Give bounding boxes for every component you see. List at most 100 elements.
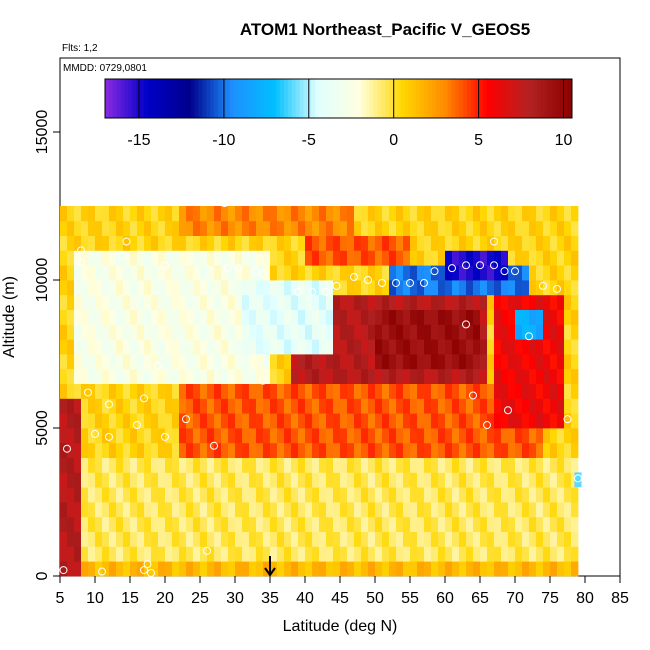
heatmap-cell — [235, 531, 243, 547]
heatmap-cell — [221, 516, 229, 532]
heatmap-cell — [179, 531, 187, 547]
heatmap-cell — [207, 368, 215, 384]
colorbar-segment — [361, 79, 367, 118]
heatmap-cell — [557, 265, 565, 281]
heatmap-cell — [81, 250, 89, 266]
colorbar-segment — [116, 79, 122, 118]
colorbar-segment — [155, 79, 160, 118]
heatmap-cell — [74, 368, 82, 384]
heatmap-cell — [165, 398, 173, 414]
heatmap-cell — [340, 235, 348, 251]
heatmap-cell — [480, 250, 488, 266]
heatmap-cell — [312, 250, 320, 266]
heatmap-cell — [151, 339, 159, 355]
heatmap-cell — [543, 368, 551, 384]
colorbar-segment — [548, 79, 554, 118]
heatmap-cell — [326, 502, 334, 518]
heatmap-cell — [473, 516, 481, 532]
heatmap-cell — [487, 383, 495, 399]
heatmap-cell — [494, 516, 502, 532]
heatmap-cell — [473, 354, 481, 370]
heatmap-cell — [312, 368, 320, 384]
heatmap-cell — [536, 516, 544, 532]
heatmap-cell — [403, 457, 411, 473]
heatmap-cell — [501, 546, 509, 562]
heatmap-cell — [179, 265, 187, 281]
colorbar-segment — [252, 79, 258, 118]
heatmap-cell — [368, 354, 376, 370]
heatmap-cell — [235, 428, 243, 444]
data-point — [490, 237, 498, 246]
heatmap-cell — [263, 250, 271, 266]
heatmap-cell — [494, 294, 502, 310]
colorbar-segment — [132, 79, 137, 118]
heatmap-cell — [221, 294, 229, 310]
heatmap-cell — [109, 487, 117, 503]
heatmap-cell — [137, 368, 145, 384]
heatmap-cell — [221, 413, 229, 429]
colorbar-segment — [494, 79, 499, 118]
heatmap-cell — [340, 561, 348, 577]
heatmap-cell — [515, 265, 523, 281]
heatmap-cell — [431, 280, 439, 296]
heatmap-cell — [522, 354, 530, 370]
heatmap-cell — [508, 487, 516, 503]
heatmap-cell — [382, 457, 390, 473]
data-point — [210, 441, 218, 450]
heatmap-cell — [375, 516, 383, 532]
heatmap-cell — [137, 383, 145, 399]
data-point — [259, 270, 267, 279]
heatmap-cell — [389, 265, 397, 281]
heatmap-cell — [522, 368, 530, 384]
heatmap-cell — [354, 502, 362, 518]
heatmap-cell — [158, 457, 166, 473]
data-point — [553, 284, 561, 293]
heatmap-cell — [207, 398, 215, 414]
heatmap-cell — [473, 235, 481, 251]
heatmap-cell — [417, 428, 425, 444]
heatmap-cell — [214, 442, 222, 458]
x-tick-label: 85 — [611, 590, 629, 607]
heatmap-cell — [298, 502, 306, 518]
heatmap-cell — [179, 502, 187, 518]
heatmap-cell — [81, 457, 89, 473]
colorbar-segment — [455, 79, 460, 118]
heatmap-cell — [130, 487, 138, 503]
heatmap-cell — [529, 250, 537, 266]
heatmap-cell — [473, 383, 481, 399]
heatmap-cell — [564, 442, 572, 458]
heatmap-cell — [375, 250, 383, 266]
heatmap-cell — [431, 457, 439, 473]
heatmap-cell — [501, 487, 509, 503]
heatmap-cell — [151, 250, 159, 266]
heatmap-cell — [438, 339, 446, 355]
heatmap-cell — [536, 561, 544, 577]
colorbar-segment — [178, 79, 184, 118]
heatmap-cell — [354, 309, 362, 325]
heatmap-cell — [207, 383, 215, 399]
colorbar-segment — [225, 79, 231, 118]
heatmap-cell — [60, 398, 68, 414]
heatmap-cell — [144, 368, 152, 384]
heatmap-cell — [319, 280, 327, 296]
heatmap-cell — [480, 235, 488, 251]
heatmap-cell — [277, 442, 285, 458]
heatmap-cell — [424, 502, 432, 518]
heatmap-cell — [109, 546, 117, 562]
heatmap-cell — [284, 502, 292, 518]
heatmap-cell — [235, 546, 243, 562]
data-point — [220, 199, 229, 208]
heatmap-cell — [312, 428, 320, 444]
heatmap-cell — [522, 546, 530, 562]
heatmap-cell — [256, 206, 264, 222]
heatmap-cell — [480, 354, 488, 370]
heatmap-cell — [67, 368, 75, 384]
heatmap-cell — [501, 383, 509, 399]
heatmap-cell — [158, 472, 166, 488]
heatmap-cell — [375, 368, 383, 384]
heatmap-cell — [256, 354, 264, 370]
heatmap-cell — [494, 428, 502, 444]
heatmap-cell — [207, 220, 215, 236]
heatmap-cell — [445, 354, 453, 370]
heatmap-cell — [235, 324, 243, 340]
